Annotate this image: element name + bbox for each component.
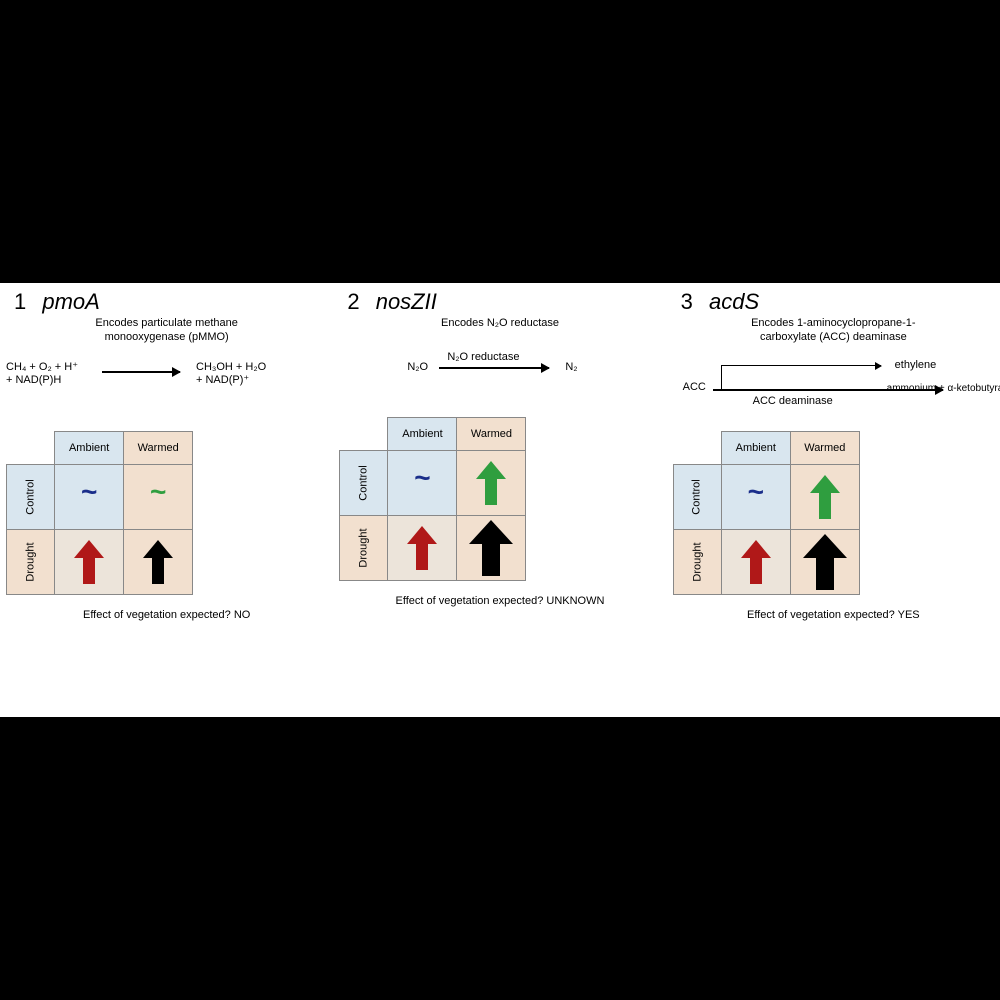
cell-drought-ambient bbox=[388, 515, 457, 580]
reaction-left: CH₄ + O₂ + H⁺+ NAD(P)H bbox=[6, 361, 78, 387]
row-control: Control bbox=[340, 450, 388, 515]
grid-nosZII: Ambient Warmed Control ~ Drought bbox=[339, 417, 660, 581]
branch-vline bbox=[721, 365, 722, 389]
gene-name: acdS bbox=[709, 289, 759, 314]
grid-acdS: Ambient Warmed Control ~ Drought bbox=[673, 431, 994, 595]
reaction-bottom-label: ACC deaminase bbox=[753, 395, 833, 408]
row-drought: Drought bbox=[7, 529, 55, 594]
cell-drought-warmed bbox=[457, 515, 526, 580]
reaction-pmoA: CH₄ + O₂ + H⁺+ NAD(P)H CH₃OH + H₂O+ NAD(… bbox=[6, 357, 327, 421]
cell-control-ambient: ~ bbox=[721, 464, 790, 529]
row-control: Control bbox=[673, 464, 721, 529]
cell-control-warmed: ~ bbox=[124, 464, 193, 529]
reaction-right: N₂ bbox=[565, 361, 577, 374]
reaction-left: N₂O bbox=[407, 361, 428, 374]
reaction-nosZII: N₂O N₂O reductase N₂ bbox=[339, 343, 660, 407]
cell-control-ambient: ~ bbox=[388, 450, 457, 515]
grid-pmoA: Ambient Warmed Control ~ ~ Drought bbox=[6, 431, 327, 595]
row-drought: Drought bbox=[673, 529, 721, 594]
col-ambient: Ambient bbox=[55, 431, 124, 464]
panel-subtitle: Encodes particulate methanemonooxygenase… bbox=[6, 317, 327, 345]
panel-title: 2 nosZII bbox=[347, 289, 660, 315]
cell-drought-warmed bbox=[790, 529, 859, 594]
figure-stage: 1 pmoA Encodes particulate methanemonoox… bbox=[0, 283, 1000, 717]
panel-title: 1 pmoA bbox=[14, 289, 327, 315]
cell-control-ambient: ~ bbox=[55, 464, 124, 529]
panel-number: 2 bbox=[347, 289, 359, 314]
row-control: Control bbox=[7, 464, 55, 529]
cell-drought-ambient bbox=[55, 529, 124, 594]
gene-name: pmoA bbox=[42, 289, 99, 314]
panel-footer: Effect of vegetation expected? UNKNOWN bbox=[339, 595, 660, 607]
reaction-top-right: ethylene bbox=[895, 359, 937, 372]
col-warmed: Warmed bbox=[124, 431, 193, 464]
gene-name: nosZII bbox=[376, 289, 437, 314]
panels-row: 1 pmoA Encodes particulate methanemonoox… bbox=[0, 283, 1000, 717]
row-drought: Drought bbox=[340, 515, 388, 580]
cell-drought-warmed bbox=[124, 529, 193, 594]
panel-pmoA: 1 pmoA Encodes particulate methanemonoox… bbox=[0, 283, 333, 717]
col-ambient: Ambient bbox=[388, 417, 457, 450]
reaction-bottom-right: ammonium + α-ketobutyrate bbox=[887, 383, 1000, 395]
reaction-left: ACC bbox=[683, 381, 706, 394]
panel-footer: Effect of vegetation expected? NO bbox=[6, 609, 327, 621]
col-warmed: Warmed bbox=[457, 417, 526, 450]
top-arrow-icon bbox=[721, 365, 881, 366]
cell-drought-ambient bbox=[721, 529, 790, 594]
reaction-arrow-icon bbox=[439, 367, 549, 369]
panel-title: 3 acdS bbox=[681, 289, 994, 315]
cell-control-warmed bbox=[457, 450, 526, 515]
col-warmed: Warmed bbox=[790, 431, 859, 464]
cell-control-warmed bbox=[790, 464, 859, 529]
col-ambient: Ambient bbox=[721, 431, 790, 464]
reaction-arrow-icon bbox=[102, 371, 180, 373]
panel-subtitle: Encodes N₂O reductase bbox=[339, 317, 660, 331]
reaction-right: CH₃OH + H₂O+ NAD(P)⁺ bbox=[196, 361, 266, 387]
panel-subtitle: Encodes 1-aminocyclopropane-1-carboxylat… bbox=[673, 317, 994, 345]
panel-number: 1 bbox=[14, 289, 26, 314]
reaction-over-label: N₂O reductase bbox=[447, 351, 519, 364]
reaction-acdS: ACC ethylene ammonium + α-ketobutyrate A… bbox=[673, 357, 994, 421]
panel-footer: Effect of vegetation expected? YES bbox=[673, 609, 994, 621]
panel-acdS: 3 acdS Encodes 1-aminocyclopropane-1-car… bbox=[667, 283, 1000, 717]
panel-nosZII: 2 nosZII Encodes N₂O reductase N₂O N₂O r… bbox=[333, 283, 666, 717]
panel-number: 3 bbox=[681, 289, 693, 314]
